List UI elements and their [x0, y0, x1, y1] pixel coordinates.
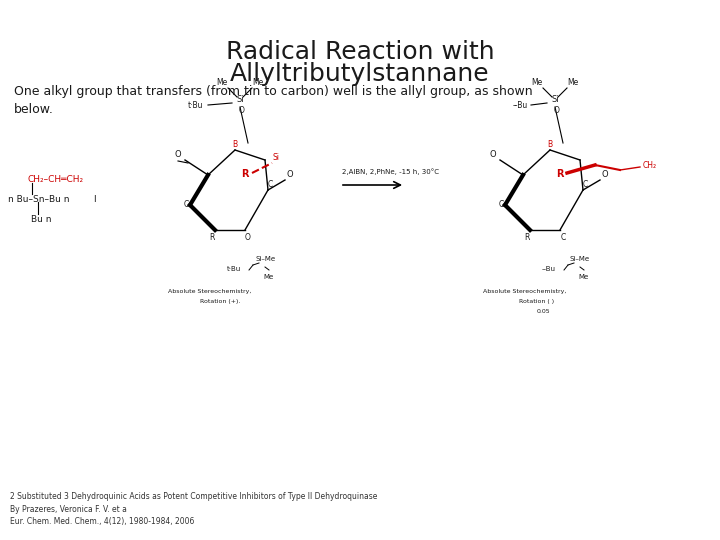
- Text: Absolute Stereochemistry,: Absolute Stereochemistry,: [483, 289, 567, 294]
- Text: O: O: [490, 150, 496, 159]
- Text: Me: Me: [578, 274, 588, 280]
- Text: Si: Si: [552, 96, 559, 105]
- Text: 0.05: 0.05: [536, 309, 550, 314]
- Text: Rotation (+).: Rotation (+).: [200, 299, 240, 304]
- Text: Rotation ( ): Rotation ( ): [519, 299, 554, 304]
- Text: O: O: [245, 233, 251, 242]
- Text: --Bu: --Bu: [542, 266, 556, 272]
- Text: t·Bu: t·Bu: [227, 266, 241, 272]
- Text: 2,AIBN, 2,PhNe, -15 h, 30°C: 2,AIBN, 2,PhNe, -15 h, 30°C: [342, 168, 439, 175]
- Text: I: I: [93, 195, 96, 205]
- Text: Me: Me: [263, 274, 274, 280]
- Text: Si: Si: [272, 153, 279, 162]
- Text: Bu n: Bu n: [31, 215, 52, 225]
- Text: Allyltributylstannane: Allyltributylstannane: [230, 62, 490, 86]
- Text: Me: Me: [217, 78, 228, 87]
- Text: O: O: [554, 106, 560, 115]
- Text: Me: Me: [253, 78, 264, 87]
- Text: Radical Reaction with: Radical Reaction with: [225, 40, 495, 64]
- Text: O: O: [239, 106, 245, 115]
- Text: C: C: [498, 200, 503, 209]
- Text: O: O: [287, 170, 293, 179]
- Text: --Bu: --Bu: [513, 101, 528, 110]
- Text: CH₂–CH═CH₂: CH₂–CH═CH₂: [28, 176, 84, 185]
- Text: O: O: [602, 170, 608, 179]
- Text: t·Bu: t·Bu: [187, 101, 203, 110]
- Text: O: O: [175, 150, 181, 159]
- Text: R: R: [524, 233, 530, 242]
- Text: n Bu–Sn–Bu n: n Bu–Sn–Bu n: [8, 195, 70, 205]
- Text: C: C: [267, 180, 273, 189]
- Text: CH₂: CH₂: [643, 160, 657, 170]
- Text: Si: Si: [236, 96, 244, 105]
- Text: C: C: [560, 233, 566, 242]
- Text: B: B: [233, 140, 238, 149]
- Text: Me: Me: [567, 78, 579, 87]
- Text: R: R: [210, 233, 215, 242]
- Text: Me: Me: [531, 78, 543, 87]
- Text: Absolute Stereochemistry,: Absolute Stereochemistry,: [168, 289, 252, 294]
- Text: Si–Me: Si–Me: [255, 256, 275, 262]
- Text: One alkyl group that transfers (from tin to carbon) well is the allyl group, as : One alkyl group that transfers (from tin…: [14, 85, 533, 116]
- Text: R: R: [557, 169, 564, 179]
- Text: C: C: [184, 200, 189, 209]
- Text: 2 Substituted 3 Dehydroquinic Acids as Potent Competitive Inhibitors of Type II : 2 Substituted 3 Dehydroquinic Acids as P…: [10, 492, 377, 526]
- Text: R: R: [241, 169, 248, 179]
- Text: B: B: [547, 140, 552, 149]
- Text: C: C: [582, 180, 588, 189]
- Text: Si–Me: Si–Me: [570, 256, 590, 262]
